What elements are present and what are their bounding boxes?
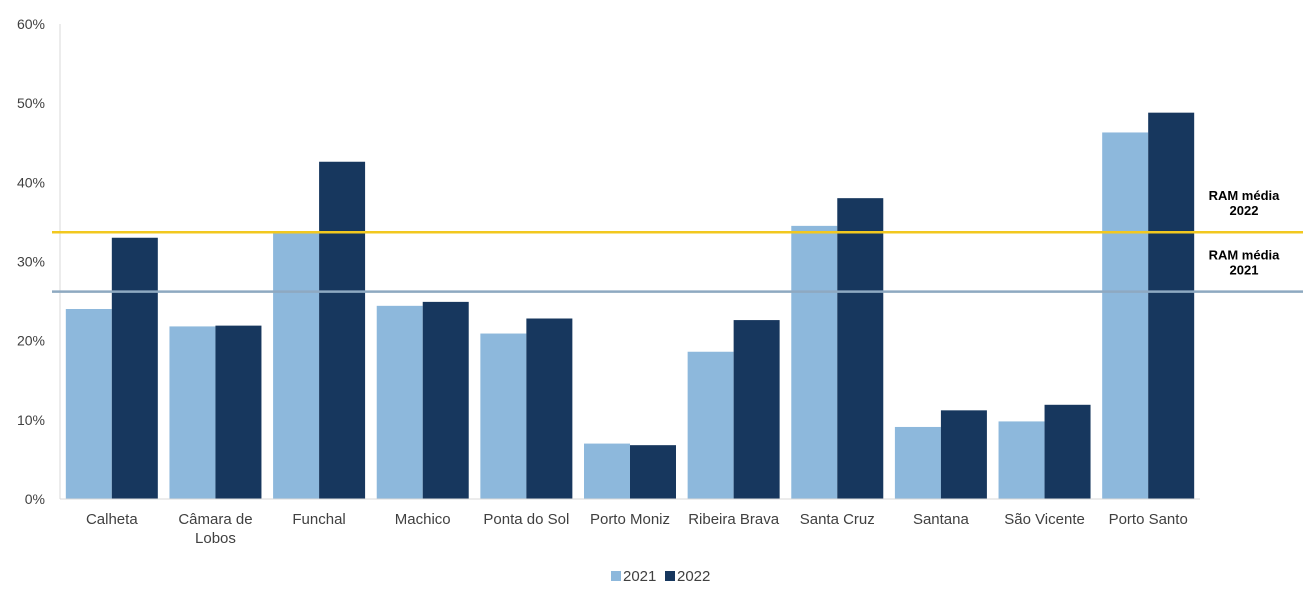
bar-2022-7 [837,198,884,499]
bars [65,112,1195,500]
bar-2022-3 [422,301,469,499]
reference-lines: RAM média 2022 RAM média 2021 [52,188,1303,293]
x-category-label: Funchal [292,511,345,528]
bar-2021-8 [894,426,941,499]
bar-2022-9 [1044,404,1091,499]
legend-swatch-2022 [665,571,675,581]
x-category-label: Santa Cruz [800,511,875,528]
x-category-label: São Vicente [1004,511,1085,528]
reference-line-label: RAM média 2022 [1209,188,1281,218]
bar-2021-4 [480,333,527,499]
bar-2022-2 [319,161,366,499]
bar-2021-0 [65,309,112,499]
y-tick-label: 60% [17,16,45,32]
x-category-label: Santana [913,511,970,528]
bar-2021-1 [169,326,216,499]
y-tick-label: 10% [17,412,45,428]
bar-2021-3 [376,305,423,499]
y-axis: 0% 10% 20% 30% 40% 50% 60% [17,16,61,507]
y-tick-label: 30% [17,254,45,270]
bar-2022-0 [111,237,158,499]
bar-2021-6 [687,351,734,499]
bar-2022-8 [940,410,987,499]
bar-2021-9 [998,421,1045,499]
x-category-label: Câmara de Lobos [178,511,252,547]
x-category-label: Porto Moniz [590,511,670,528]
y-tick-label: 20% [17,333,45,349]
legend: 2021 2022 [611,568,710,585]
bar-2022-10 [1148,112,1195,500]
legend-swatch-2021 [611,571,621,581]
bar-2021-7 [791,225,838,499]
y-tick-label: 0% [25,491,45,507]
x-category-label: Machico [395,511,451,528]
y-tick-label: 50% [17,95,45,111]
bar-2021-10 [1102,132,1149,500]
y-tick-label: 40% [17,174,45,190]
bar-2022-4 [526,318,573,499]
bar-2022-1 [215,325,262,499]
bar-2022-5 [630,445,676,499]
x-axis: Calheta Câmara de Lobos Funchal Machico Ponta… [60,498,1200,547]
bar-2021-5 [584,443,630,499]
x-category-label: Ribeira Brava [688,511,780,528]
legend-label-2021: 2021 [623,568,656,585]
x-category-label: Calheta [86,511,138,528]
reference-line-label: RAM média 2021 [1209,248,1281,278]
bar-2021-2 [273,233,320,499]
x-category-label: Ponta do Sol [483,511,569,528]
bar-2022-6 [733,320,780,499]
x-category-label: Porto Santo [1109,511,1188,528]
legend-label-2022: 2022 [677,568,710,585]
